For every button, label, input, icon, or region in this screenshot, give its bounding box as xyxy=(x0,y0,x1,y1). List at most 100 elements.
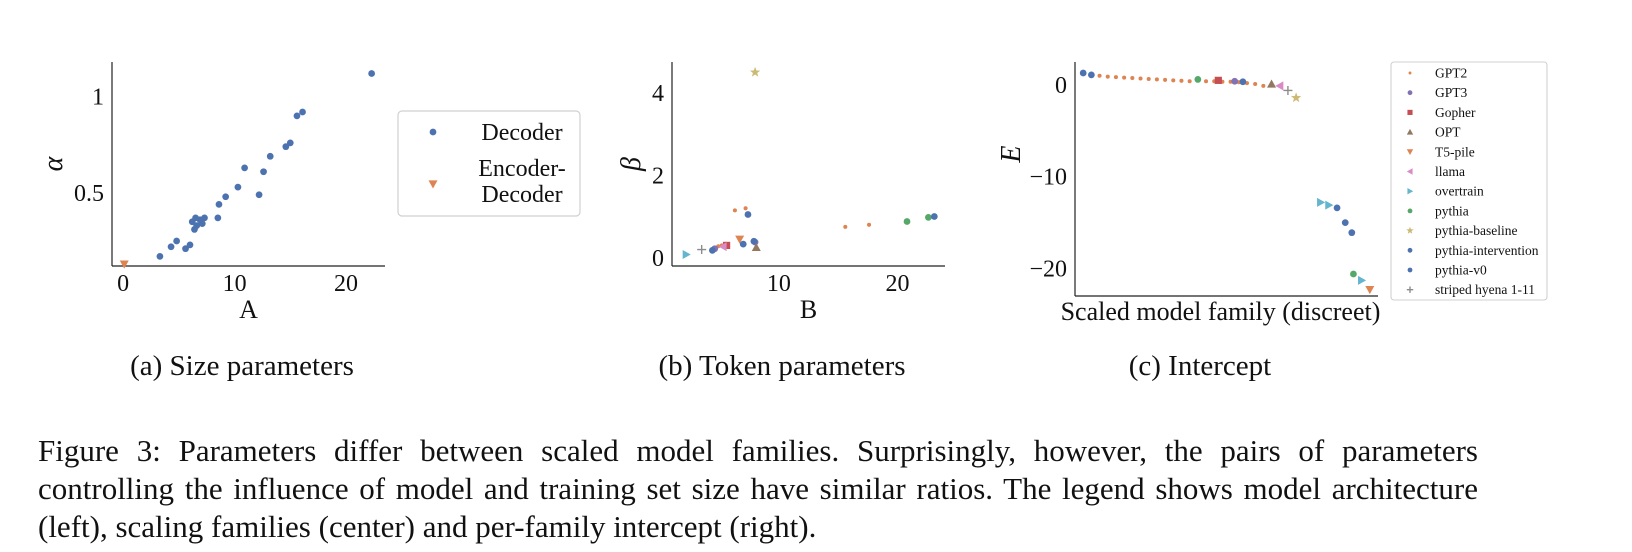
data-point xyxy=(843,224,848,229)
data-point xyxy=(167,243,175,251)
x-tick-label: 10 xyxy=(223,271,247,297)
data-point xyxy=(930,213,938,220)
data-point xyxy=(1350,270,1357,278)
series-opt xyxy=(751,242,761,252)
x-tick-label: 20 xyxy=(886,271,910,297)
data-point xyxy=(1348,229,1356,237)
data-point xyxy=(1275,81,1284,91)
legend-label: Decoder xyxy=(481,120,562,146)
data-point xyxy=(282,143,290,151)
data-point xyxy=(214,214,222,222)
series-opt xyxy=(1267,79,1277,88)
series-encoder-decoder xyxy=(119,260,129,269)
series-overtrain xyxy=(1317,197,1367,285)
data-point xyxy=(215,201,223,208)
panel-b: 10 20 0 2 4 Bβ (b) Token parameters xyxy=(616,62,945,382)
series-llama xyxy=(718,242,727,252)
x-axis-label: A xyxy=(239,295,258,324)
subcaption-a: (a) Size parameters xyxy=(130,350,354,382)
legend-label: llama xyxy=(1435,164,1465,179)
legend-label: overtrain xyxy=(1435,184,1484,199)
series-overtrain xyxy=(682,249,691,259)
legend-label: pythia-intervention xyxy=(1435,243,1539,258)
y-axis-label: β xyxy=(616,157,647,172)
data-point xyxy=(1325,200,1334,210)
data-point xyxy=(266,152,274,160)
legend-marker xyxy=(1407,267,1413,273)
x-axis-label: B xyxy=(800,295,817,324)
data-point xyxy=(697,245,707,255)
data-point xyxy=(173,237,181,245)
series-gopher xyxy=(1214,76,1222,84)
data-point xyxy=(1122,75,1127,80)
data-point xyxy=(1253,81,1258,87)
legend-label: Encoder-Decoder xyxy=(478,156,565,208)
series-pythia-intervention xyxy=(1079,69,1356,237)
legend-marker xyxy=(1406,226,1414,234)
legend-marker xyxy=(1406,286,1414,293)
legend-architecture: Decoder Encoder-Decoder xyxy=(397,110,581,217)
data-point xyxy=(743,206,748,211)
y-tick-label: 4 xyxy=(652,81,664,107)
series-pythia xyxy=(903,213,932,225)
series-decoder xyxy=(156,70,376,260)
data-point xyxy=(744,211,752,218)
data-point xyxy=(1333,204,1341,212)
data-point xyxy=(222,193,230,201)
legend-marker xyxy=(1407,109,1413,115)
series-pythia xyxy=(1194,76,1357,278)
legend-marker xyxy=(428,180,438,189)
panel-c: 0 −10 −20 Scaled model family (discreet) E (c… xyxy=(996,62,1380,382)
data-point xyxy=(682,249,691,259)
legend-marker xyxy=(1408,71,1412,75)
legend-label: GPT2 xyxy=(1435,66,1467,81)
series-pythia-intervention xyxy=(708,211,758,254)
y-tick-label: 2 xyxy=(652,163,664,189)
data-point xyxy=(293,112,301,120)
series-gpt2 xyxy=(1097,73,1266,88)
series-t5-pile xyxy=(1365,285,1375,295)
data-point xyxy=(182,245,189,253)
data-point xyxy=(1138,76,1143,81)
x-tick-label: 0 xyxy=(117,271,129,297)
data-point xyxy=(1113,75,1118,80)
legend-label-line: Encoder- xyxy=(478,156,565,182)
data-point xyxy=(1187,79,1192,84)
data-point xyxy=(1239,78,1247,86)
y-axis-label: α xyxy=(38,155,69,171)
data-point xyxy=(739,240,747,248)
data-point xyxy=(1088,71,1095,79)
data-point xyxy=(732,208,737,213)
panel-a: 0 10 20 0.5 1 Aα (a) Size parameters xyxy=(38,62,385,382)
legend-label: T5-pile xyxy=(1435,144,1475,159)
legend-marker xyxy=(1407,247,1413,253)
data-point xyxy=(234,183,242,191)
series-striped-hyena-1-11 xyxy=(1283,85,1293,95)
data-point xyxy=(1231,77,1239,85)
subcaption-b: (b) Token parameters xyxy=(658,350,905,382)
series-pythia-baseline xyxy=(749,66,761,77)
y-tick-label: 1 xyxy=(92,85,104,111)
data-point xyxy=(1079,69,1087,77)
data-point xyxy=(260,168,267,176)
data-point xyxy=(1365,285,1375,295)
series-gpt3 xyxy=(1231,77,1239,85)
legend-label: pythia-v0 xyxy=(1435,263,1487,278)
data-point xyxy=(751,242,761,252)
data-point xyxy=(749,66,761,77)
legend-label: striped hyena 1-11 xyxy=(1435,282,1535,297)
x-tick-label: 20 xyxy=(334,271,358,297)
data-point xyxy=(1358,275,1367,285)
data-point xyxy=(119,260,129,269)
figure-caption: Figure 3: Parameters differ between scal… xyxy=(38,433,1478,544)
data-point xyxy=(193,222,201,229)
y-axis-label: E xyxy=(996,145,1027,163)
legend-label: pythia xyxy=(1435,203,1469,218)
data-point xyxy=(1283,85,1293,95)
data-point xyxy=(241,164,248,172)
data-point xyxy=(1154,77,1159,82)
data-point xyxy=(903,218,911,225)
data-point xyxy=(1317,197,1326,207)
legend-label: Gopher xyxy=(1435,105,1476,120)
data-point xyxy=(1214,76,1222,84)
